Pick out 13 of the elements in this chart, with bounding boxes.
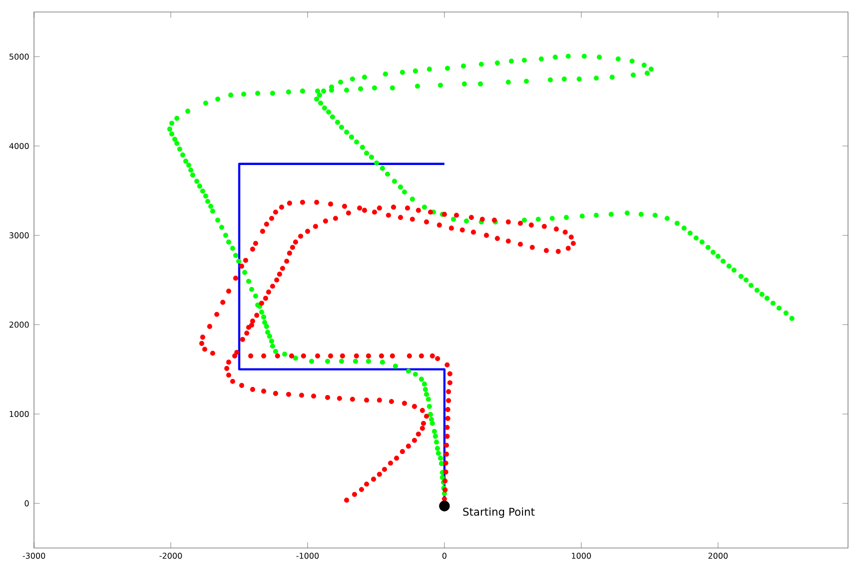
y-tick-label: 4000 (9, 142, 29, 150)
x-tick-label: -3000 (22, 552, 46, 559)
x-tick-label: 1000 (572, 552, 591, 559)
x-tick-label: -1000 (296, 552, 319, 559)
x-tick-label: 0 (442, 552, 446, 559)
y-tick-label: 2000 (10, 322, 29, 328)
y-tick-label: 3000 (10, 232, 29, 238)
y-tick-label: 5000 (10, 54, 29, 60)
x-tick-label: -2000 (160, 552, 182, 559)
y-tick-label: 1000 (10, 410, 29, 418)
x-tick-label: 2000 (708, 552, 728, 559)
y-tick-label: 0 (24, 500, 29, 506)
annotation: Starting Point (463, 508, 535, 518)
